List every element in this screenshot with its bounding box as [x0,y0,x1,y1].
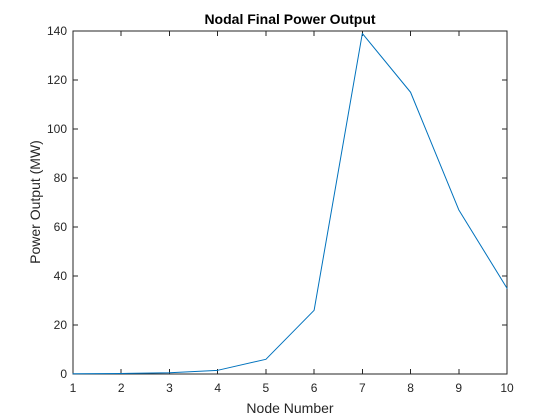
y-tick-label: 140 [47,24,67,38]
x-tick-label: 7 [359,381,366,395]
data-point [506,288,507,289]
y-tick-label: 60 [54,220,68,234]
y-tick-label: 80 [54,171,68,185]
series-layer [72,32,508,375]
data-point [265,359,266,360]
x-tick-label: 2 [118,381,125,395]
x-tick-label: 9 [455,381,462,395]
x-tick-label: 5 [263,381,270,395]
x-tick-label: 3 [166,381,173,395]
plot-area-box [72,30,508,375]
y-tick-label: 40 [54,269,68,283]
data-point [217,370,218,371]
y-tick-label: 100 [47,122,67,136]
series-line [72,32,508,375]
data-point [362,33,363,34]
y-axis-label: Power Output (MW) [27,140,43,264]
x-tick-label: 6 [311,381,318,395]
x-axis-label: Node Number [246,400,333,416]
x-tick-label: 8 [407,381,414,395]
data-point [458,209,459,210]
data-point [410,92,411,93]
x-tick-label: 10 [500,381,514,395]
y-tick-label: 0 [60,367,67,381]
data-point [314,310,315,311]
data-point [72,373,73,374]
y-tick-label: 120 [47,73,67,87]
data-point [169,372,170,373]
chart-title: Nodal Final Power Output [204,11,375,27]
x-tick-label: 1 [70,381,77,395]
data-point [121,373,122,374]
y-tick-label: 20 [54,318,68,332]
x-tick-label: 4 [214,381,221,395]
